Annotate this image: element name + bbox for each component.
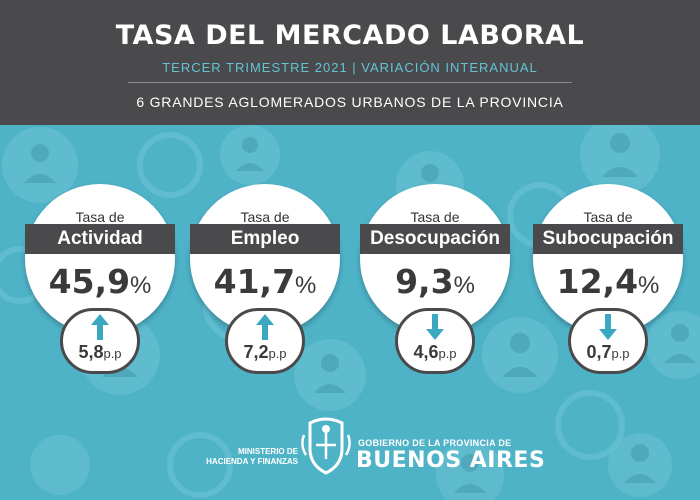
indicator-label-band xyxy=(190,224,340,254)
change-badge-desocupacion: 4,6p.p xyxy=(395,308,475,374)
change-badge-bg xyxy=(225,308,305,374)
change-unit: p.p xyxy=(103,346,122,361)
indicator-label-band xyxy=(360,224,510,254)
province-seal-icon xyxy=(301,417,351,475)
indicator-label: Subocupación xyxy=(542,228,674,249)
indicator-value: 45,9% xyxy=(48,262,152,301)
change-badge-empleo: 7,2p.p xyxy=(225,308,305,374)
header-band xyxy=(0,0,700,125)
indicator-prefix: Tasa de xyxy=(75,209,125,225)
indicator-label-band xyxy=(25,224,175,254)
change-unit: p.p xyxy=(438,346,457,361)
change-value: 0,7 xyxy=(586,342,612,362)
change-badge-subocupacion: 0,7p.p xyxy=(568,308,648,374)
change-value: 4,6 xyxy=(413,342,439,362)
indicator-value: 9,3% xyxy=(395,262,475,301)
indicator-value: 41,7% xyxy=(213,262,317,301)
page-subtitle: TERCER TRIMESTRE 2021 | VARIACIÓN INTERA… xyxy=(162,60,538,75)
indicator-label: Desocupación xyxy=(370,228,500,249)
arrow-down-icon xyxy=(599,314,617,340)
ministry-label: MINISTERIO DE HACIENDA Y FINANZAS xyxy=(206,447,298,466)
indicator-label: Actividad xyxy=(57,228,143,249)
change-badge-bg xyxy=(395,308,475,374)
indicator-card-subocupacion: Tasa de Subocupación 12,4% xyxy=(533,184,683,334)
indicator-prefix: Tasa de xyxy=(410,209,460,225)
indicator-label: Empleo xyxy=(230,228,300,249)
header-divider xyxy=(128,82,572,83)
indicator-prefix: Tasa de xyxy=(583,209,633,225)
change-value: 7,2 xyxy=(243,342,269,362)
change-unit: p.p xyxy=(268,346,287,361)
arrow-down-icon xyxy=(426,314,444,340)
arrow-up-icon xyxy=(256,314,274,340)
page-title: TASA DEL MERCADO LABORAL xyxy=(115,20,585,51)
indicator-prefix: Tasa de xyxy=(240,209,290,225)
government-label: GOBIERNO DE LA PROVINCIA DE xyxy=(358,438,512,448)
arrow-up-icon xyxy=(91,314,109,340)
scope-label: 6 GRANDES AGLOMERADOS URBANOS DE LA PROV… xyxy=(136,94,564,110)
change-unit: p.p xyxy=(611,346,630,361)
change-value: 5,8 xyxy=(78,342,104,362)
indicator-value: 12,4% xyxy=(556,262,660,301)
change-badge-actividad: 5,8p.p xyxy=(60,308,140,374)
province-name: BUENOS AIRES xyxy=(356,448,546,473)
indicator-label-band xyxy=(533,224,683,254)
